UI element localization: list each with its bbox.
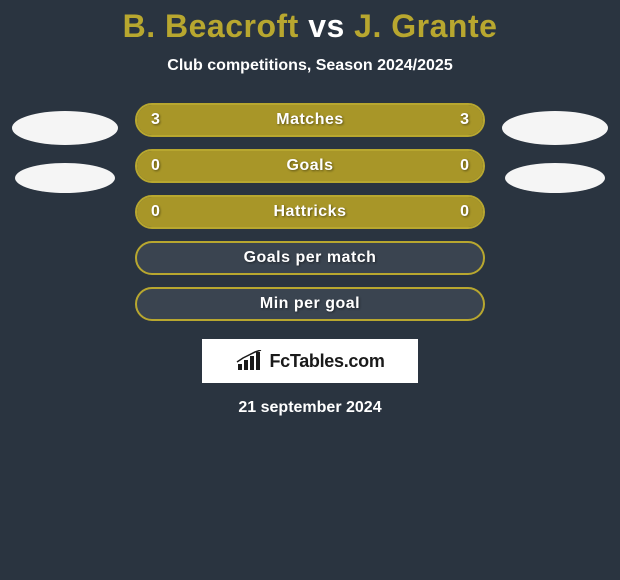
- avatar-right-1: [505, 163, 605, 193]
- stat-area: 3 Matches 3 0 Goals 0 0 Hattricks 0 Goals per mat…: [0, 103, 620, 321]
- stat-left-value: 3: [151, 111, 160, 129]
- subtitle: Club competitions, Season 2024/2025: [0, 57, 620, 75]
- bars-col: 3 Matches 3 0 Goals 0 0 Hattricks 0 Goals per mat…: [135, 103, 485, 321]
- stat-label: Matches: [276, 111, 344, 129]
- stat-right-value: 0: [460, 157, 469, 175]
- bar-fill-left: [137, 151, 310, 181]
- bar-fill-right: [310, 151, 483, 181]
- avatar-left-0: [12, 111, 118, 145]
- bar-chart-icon: [235, 350, 263, 372]
- stat-left-value: 0: [151, 203, 160, 221]
- avatar-col-right: [497, 103, 613, 193]
- page-title: B. Beacroft vs J. Grante: [0, 8, 620, 45]
- stat-row-goals: 0 Goals 0: [135, 149, 485, 183]
- stat-row-hattricks: 0 Hattricks 0: [135, 195, 485, 229]
- infographic-root: B. Beacroft vs J. Grante Club competitio…: [0, 0, 620, 417]
- stat-label: Hattricks: [274, 203, 347, 221]
- title-player2: J. Grante: [354, 8, 497, 44]
- avatar-left-1: [15, 163, 115, 193]
- stat-label: Goals: [287, 157, 334, 175]
- stat-row-goals-per-match: Goals per match: [135, 241, 485, 275]
- stat-row-min-per-goal: Min per goal: [135, 287, 485, 321]
- avatar-right-0: [502, 111, 608, 145]
- date-line: 21 september 2024: [0, 399, 620, 417]
- stat-label: Goals per match: [244, 249, 377, 267]
- stat-left-value: 0: [151, 157, 160, 175]
- logo-box: FcTables.com: [202, 339, 418, 383]
- title-vs: vs: [308, 8, 345, 44]
- title-player1: B. Beacroft: [123, 8, 299, 44]
- stat-label: Min per goal: [260, 295, 360, 313]
- logo-text: FcTables.com: [269, 351, 384, 372]
- stat-right-value: 0: [460, 203, 469, 221]
- avatar-col-left: [7, 103, 123, 193]
- stat-row-matches: 3 Matches 3: [135, 103, 485, 137]
- stat-right-value: 3: [460, 111, 469, 129]
